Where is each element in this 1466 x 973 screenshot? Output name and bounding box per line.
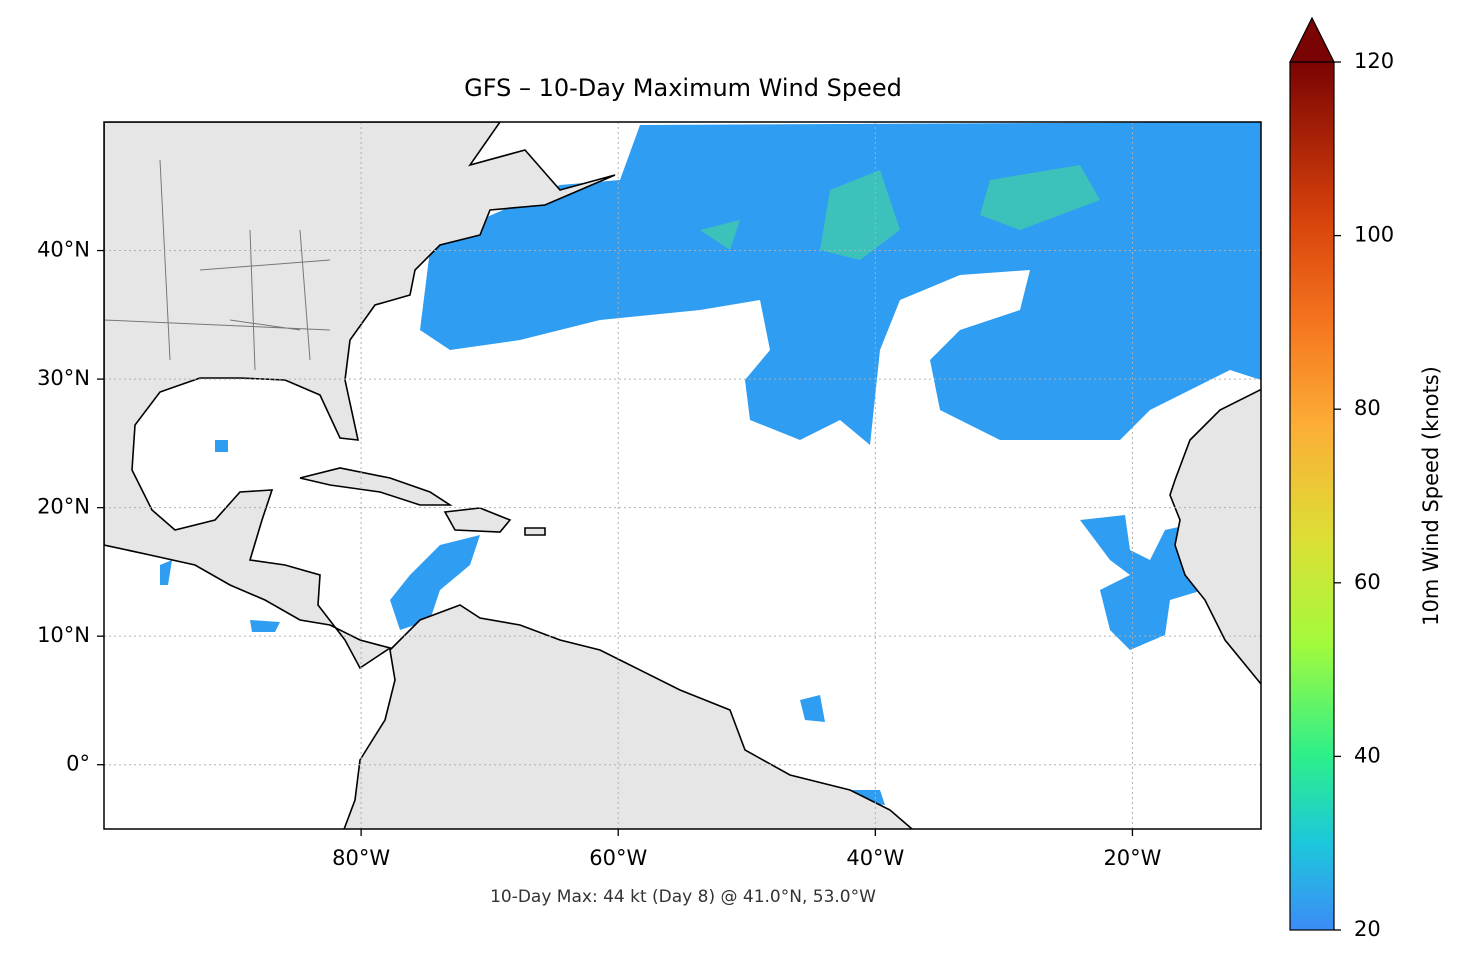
x-tick-label: 40°W <box>846 846 904 870</box>
y-tick-label: 30°N <box>37 366 90 390</box>
colorbar-tick-label: 60 <box>1354 570 1381 594</box>
borders <box>104 159 331 371</box>
colorbar-label: 10m Wind Speed (knots) <box>1419 366 1443 626</box>
chart-title: GFS – 10-Day Maximum Wind Speed <box>464 74 902 102</box>
land <box>1169 388 1261 686</box>
annotation: 10-Day Max: 44 kt (Day 8) @ 41.0°N, 53.0… <box>490 887 876 907</box>
colorbar-tick-label: 120 <box>1354 49 1394 73</box>
axes: 80°W 60°W 40°W 20°W 0° 10°N 20°N 30°N 40°N <box>37 122 1261 870</box>
colorbar-tick-label: 80 <box>1354 396 1381 420</box>
colorbar <box>1289 61 1335 931</box>
map-layers <box>104 122 1261 829</box>
colorbar-tick-label: 20 <box>1354 917 1381 941</box>
wind-streak <box>700 165 1100 260</box>
x-tick-label: 80°W <box>332 846 390 870</box>
x-tick-label: 20°W <box>1103 846 1161 870</box>
plot-frame <box>103 121 1262 830</box>
y-tick-label: 40°N <box>37 238 90 262</box>
x-tick-label: 60°W <box>589 846 647 870</box>
y-tick-label: 0° <box>66 752 90 776</box>
colorbar-extend <box>1289 16 1335 63</box>
island <box>299 467 546 536</box>
y-tick-label: 10°N <box>37 623 90 647</box>
colorbar-tick-label: 100 <box>1354 223 1394 247</box>
wind-field <box>390 535 480 630</box>
y-tick-label: 20°N <box>37 495 90 519</box>
land <box>104 122 616 670</box>
colorbar-tick-label: 40 <box>1354 743 1381 767</box>
land <box>343 604 913 829</box>
